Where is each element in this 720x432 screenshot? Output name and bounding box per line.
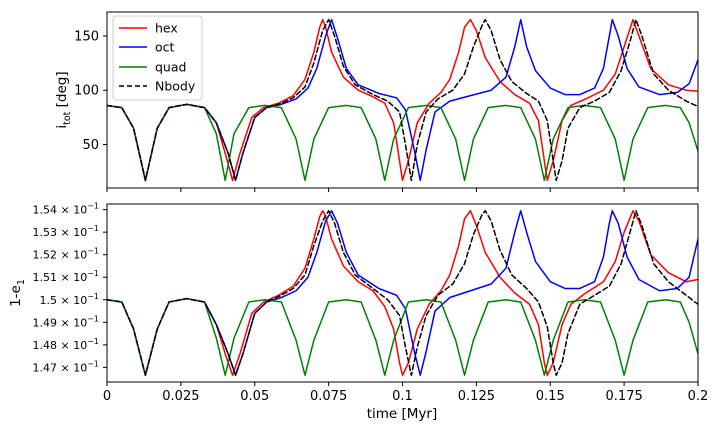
top-y-ticks: 50 100 150 xyxy=(74,29,107,153)
y-tick-mantissa: 1.49 × 10 xyxy=(33,316,88,329)
y-tick-mantissa: 1.52 × 10 xyxy=(33,249,88,262)
top-series-nbody xyxy=(107,18,698,182)
top-series-hex xyxy=(107,18,698,182)
x-tick-label: 0.2 xyxy=(688,389,709,404)
y-tick-mantissa: 1.47 × 10 xyxy=(33,361,88,374)
legend-label-hex: hex xyxy=(155,21,178,36)
y-tick-exponent: −1 xyxy=(87,359,99,368)
bottom-y-tick-label: 1.49 × 10−1 xyxy=(33,314,100,329)
y-tick-exponent: −1 xyxy=(87,224,99,233)
y-tick-exponent: −1 xyxy=(87,314,99,323)
top-y-tick-label: 150 xyxy=(74,29,99,44)
legend-label-oct: oct xyxy=(155,40,175,55)
bottom-plot-frame xyxy=(106,203,699,383)
y-tick-mantissa: 1.54 × 10 xyxy=(33,204,88,217)
bottom-y-tick-label: 1.48 × 10−1 xyxy=(33,337,100,352)
top-ylabel-main: i xyxy=(54,125,70,129)
legend: hex oct quad Nbody xyxy=(112,15,203,101)
bottom-series-hex xyxy=(107,210,698,376)
x-tick-label: 0.025 xyxy=(162,389,199,404)
bottom-xlabel: time [Myr] xyxy=(367,406,438,422)
y-tick-mantissa: 1.48 × 10 xyxy=(33,339,88,352)
bottom-y-tick-label: 1.52 × 10−1 xyxy=(33,247,100,262)
bottom-y-tick-label: 1.47 × 10−1 xyxy=(33,359,100,374)
bottom-series-lines xyxy=(107,210,698,376)
legend-label-nbody: Nbody xyxy=(155,79,196,94)
top-series-lines xyxy=(107,18,698,182)
x-tick-label: 0.125 xyxy=(458,389,495,404)
legend-label-quad: quad xyxy=(155,60,186,75)
bottom-y-tick-label: 1.54 × 10−1 xyxy=(33,202,100,217)
y-tick-exponent: −1 xyxy=(87,202,99,211)
bottom-x-ticks: 0 0.025 0.05 0.075 0.1 0.125 0.15 0.175 0.2 xyxy=(103,382,708,404)
bottom-ylabel-main: 1-e xyxy=(8,285,24,307)
legend-frame xyxy=(112,15,203,101)
top-y-tick-label: 50 xyxy=(82,138,99,153)
bottom-ylabel-sub: 1 xyxy=(16,279,27,285)
bottom-series-oct xyxy=(107,210,698,376)
top-ylabel-rest: [deg] xyxy=(54,71,70,111)
y-tick-exponent: −1 xyxy=(87,247,99,256)
y-tick-exponent: −1 xyxy=(87,292,99,301)
bottom-panel: 0 0.025 0.05 0.075 0.1 0.125 0.15 0.175 0.2 1.47… xyxy=(8,202,708,422)
x-tick-label: 0.1 xyxy=(392,389,413,404)
top-x-ticks xyxy=(106,188,699,192)
bottom-series-quad xyxy=(107,297,698,376)
x-tick-label: 0.05 xyxy=(240,389,269,404)
x-tick-label: 0 xyxy=(103,389,111,404)
y-tick-mantissa: 1.51 × 10 xyxy=(33,271,88,284)
x-tick-label: 0.075 xyxy=(310,389,347,404)
y-tick-mantissa: 1.53 × 10 xyxy=(33,226,88,239)
top-ylabel: itot [deg] xyxy=(54,71,73,128)
bottom-ylabel: 1-e1 xyxy=(8,279,27,307)
bottom-y-tick-label: 1.51 × 10−1 xyxy=(33,269,100,284)
top-series-quad xyxy=(107,103,698,182)
y-tick-mantissa: 1.5 × 10 xyxy=(40,294,88,307)
bottom-series-nbody xyxy=(107,210,698,376)
y-tick-exponent: −1 xyxy=(87,337,99,346)
top-ylabel-sub: tot xyxy=(62,111,73,125)
top-y-tick-label: 100 xyxy=(74,84,99,99)
y-tick-exponent: −1 xyxy=(87,269,99,278)
top-panel: 50 100 150 itot [deg] hex oct quad Nbody xyxy=(54,11,699,192)
bottom-y-tick-label: 1.5 × 10−1 xyxy=(40,292,100,307)
x-tick-label: 0.175 xyxy=(606,389,643,404)
bottom-y-ticks: 1.47 × 10−11.48 × 10−11.49 × 10−11.5 × 1… xyxy=(33,202,107,374)
bottom-y-tick-label: 1.53 × 10−1 xyxy=(33,224,100,239)
x-tick-label: 0.15 xyxy=(536,389,565,404)
